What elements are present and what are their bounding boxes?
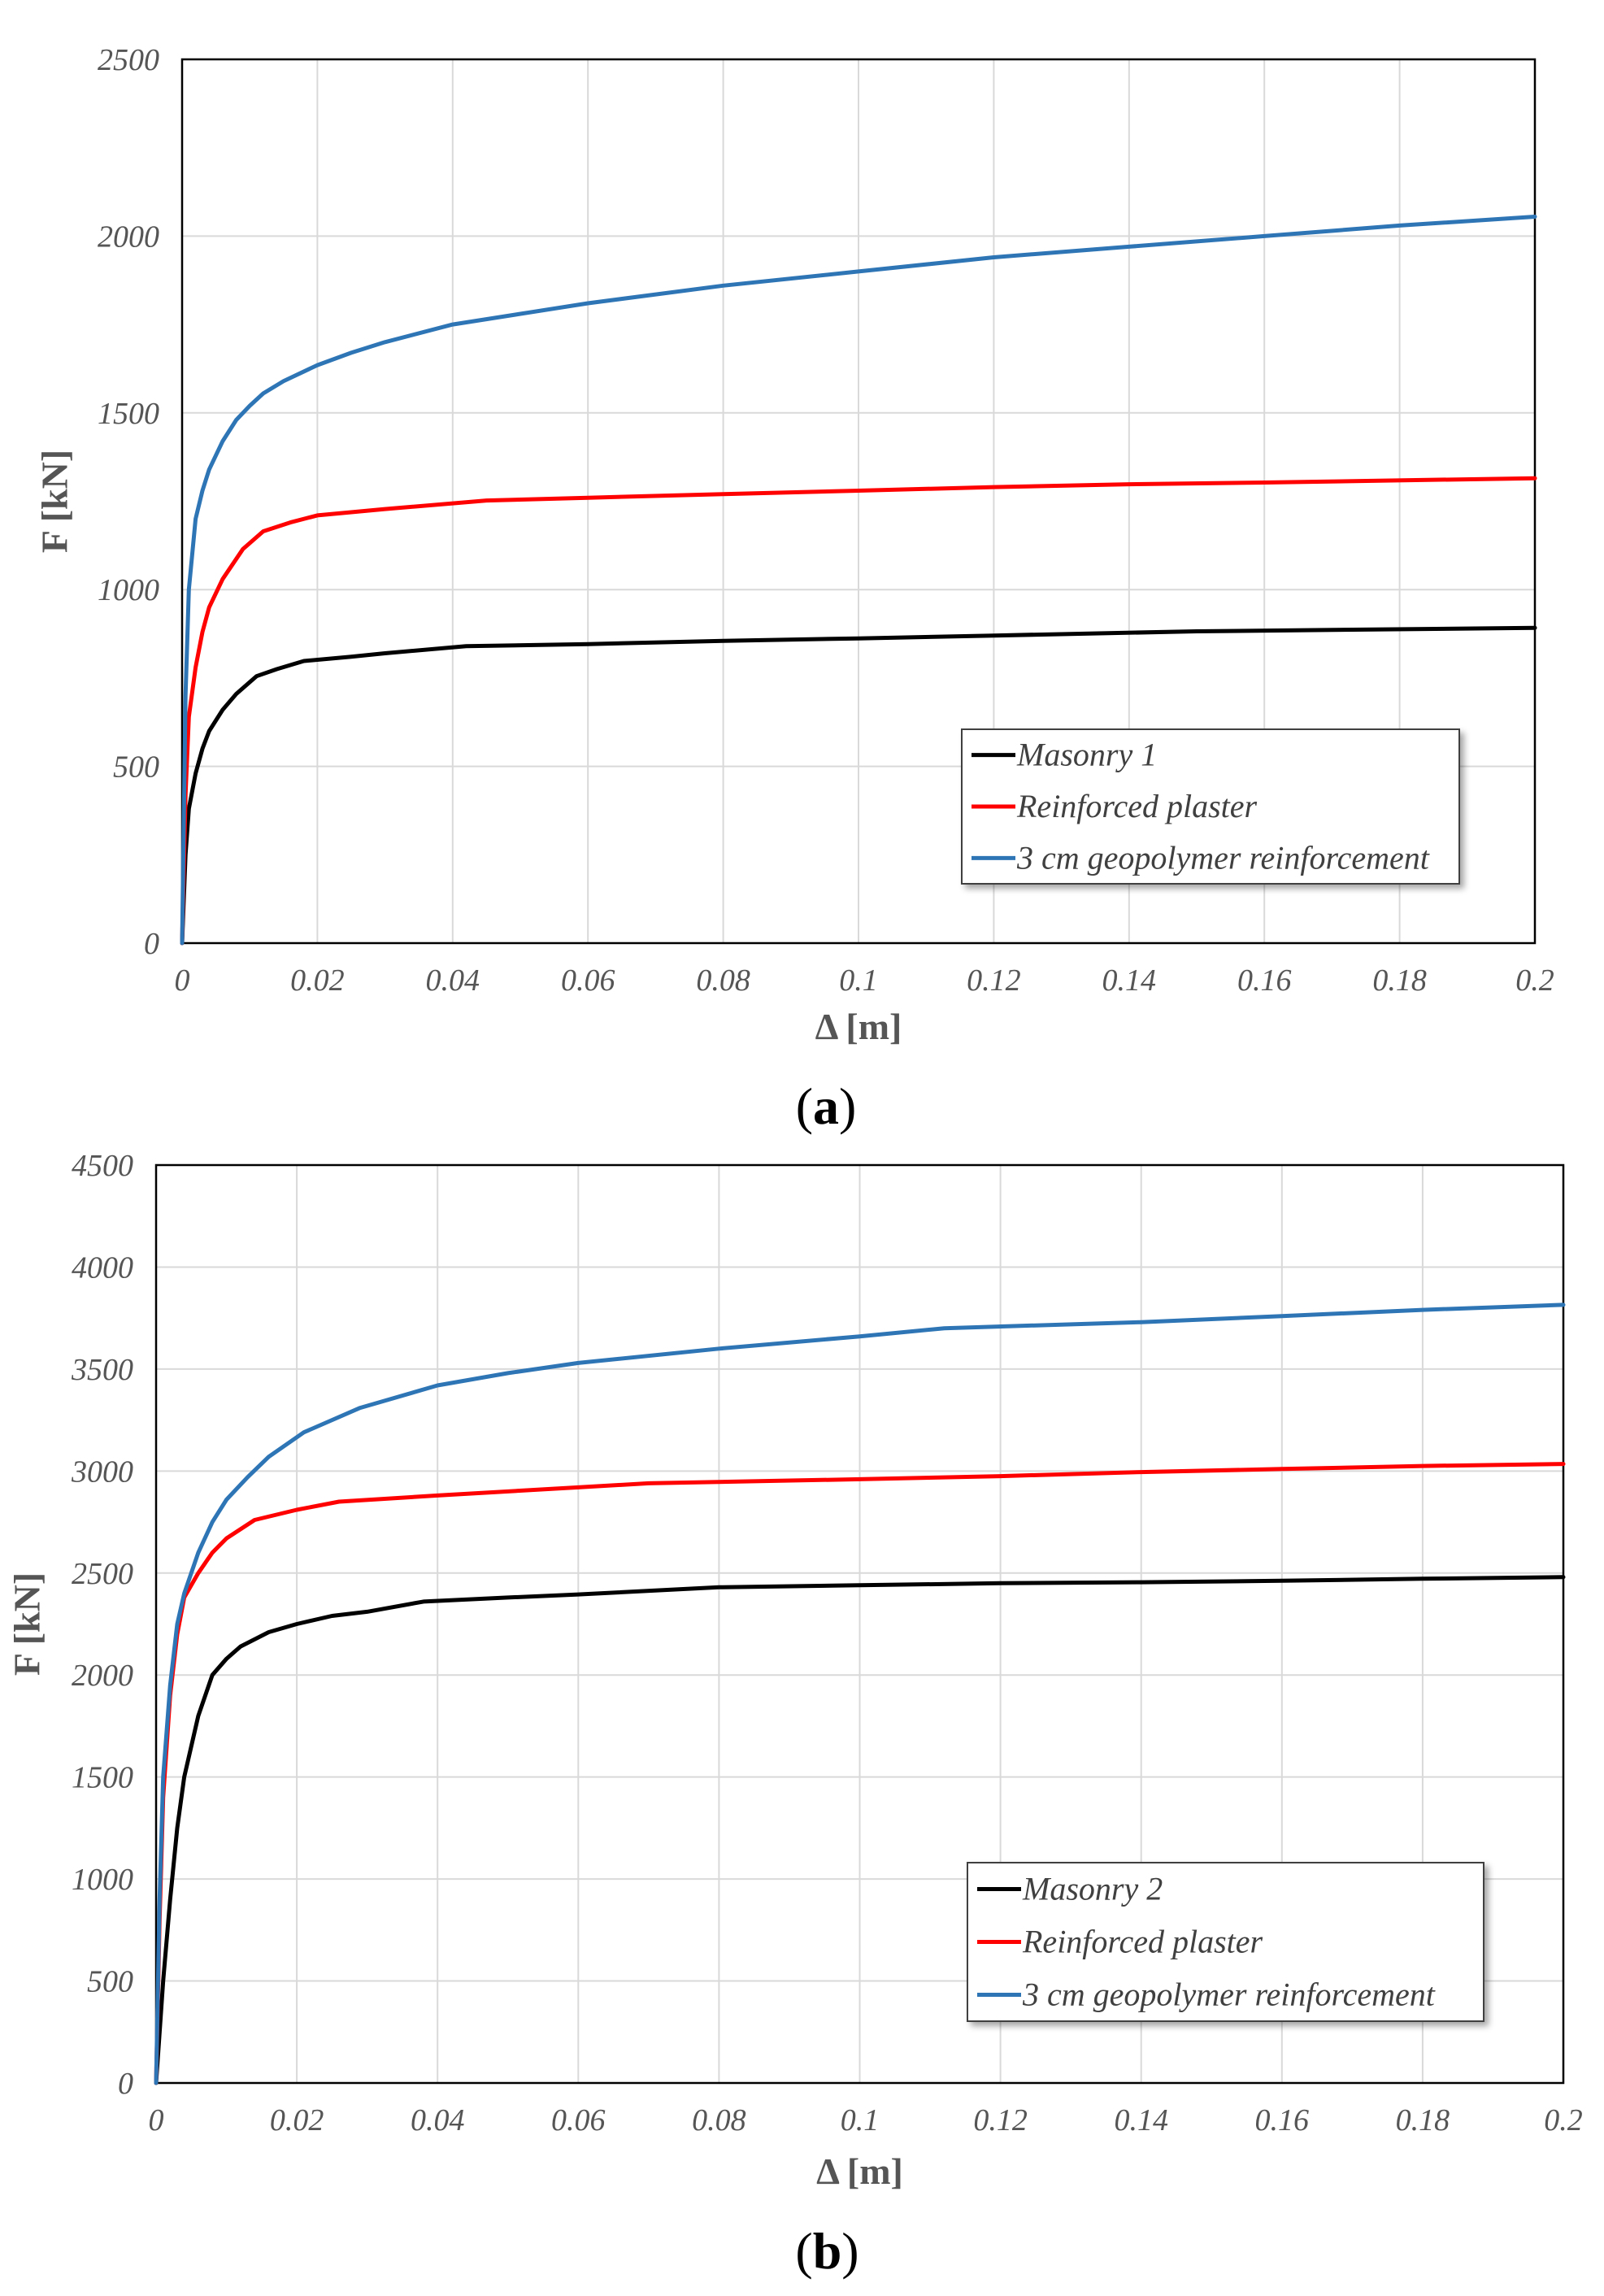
panel-label-letter: a [813, 1077, 839, 1135]
y-tick-label: 4000 [72, 1250, 133, 1285]
x-tick-label: 0.2 [1515, 963, 1554, 998]
y-tick-label: 1500 [72, 1761, 133, 1795]
x-tick-labels: 0 0.02 0.04 0.06 0.08 0.1 0.12 0.14 0.16 0.18 0.2 [175, 963, 1554, 998]
x-tick-label: 0.14 [1102, 963, 1157, 998]
legend-box [961, 728, 1460, 885]
legend-label: Masonry 2 [1022, 1871, 1163, 1907]
plot-frame [180, 58, 1537, 945]
series-line-3 [180, 215, 1537, 946]
y-tick-label: 2500 [72, 1557, 133, 1591]
x-tick-label: 0.02 [290, 963, 345, 998]
legend-label: 3 cm geopolymer reinforcement [1016, 839, 1430, 876]
x-tick-label: 0.1 [839, 963, 878, 998]
y-tick-labels: 0 500 1000 1500 2000 2500 3000 3500 4000 4500 [71, 1149, 133, 2101]
legend-label: 3 cm geopolymer reinforcement [1022, 1976, 1436, 2013]
x-tick-label: 0.14 [1114, 2103, 1168, 2137]
x-tick-label: 0.16 [1255, 2103, 1310, 2137]
y-tick-label: 3000 [71, 1455, 133, 1489]
y-tick-label: 1000 [72, 1863, 133, 1897]
y-tick-labels: 0 500 1000 1500 2000 2500 [98, 43, 159, 961]
y-tick-label: 500 [113, 750, 159, 785]
x-axis-title: Δ [m] [816, 2150, 903, 2192]
x-tick-label: 0 [175, 963, 190, 998]
x-tick-label: 0.18 [1396, 2103, 1450, 2137]
panel-label-letter: b [813, 2222, 842, 2280]
x-tick-label: 0 [149, 2103, 164, 2137]
x-tick-label: 0.12 [967, 963, 1021, 998]
x-tick-label: 0.08 [696, 963, 750, 998]
y-tick-label: 4500 [72, 1149, 133, 1183]
x-tick-labels: 0 0.02 0.04 0.06 0.08 0.1 0.12 0.14 0.16 0.18 0.2 [149, 2103, 1583, 2137]
x-tick-label: 0.04 [426, 963, 480, 998]
y-tick-label: 3500 [71, 1353, 133, 1387]
y-tick-label: 0 [144, 927, 159, 961]
series-line-1 [180, 625, 1537, 946]
x-tick-label: 0.1 [841, 2103, 880, 2137]
y-tick-label: 2500 [98, 43, 159, 77]
legend: Masonry 2 Reinforced plaster 3 cm geopolym… [967, 1862, 1484, 2022]
panel-label: (a) [796, 1077, 857, 1135]
x-tick-label: 0.16 [1237, 963, 1292, 998]
x-tick-label: 0.12 [973, 2103, 1028, 2137]
y-tick-label: 2000 [98, 220, 159, 254]
x-tick-label: 0.18 [1372, 963, 1427, 998]
y-tick-label: 500 [87, 1965, 133, 1999]
x-tick-label: 0.04 [411, 2103, 465, 2137]
x-tick-label: 0.2 [1544, 2103, 1583, 2137]
chart-panel-a: 0 500 1000 1500 2000 2500 0 0.02 0.04 0.06 0.08 0.… [34, 43, 1554, 1135]
panel-label: (b) [795, 2222, 859, 2280]
plot-frame [154, 1163, 1565, 2085]
legend-label: Reinforced plaster [1022, 1924, 1263, 1960]
chart-panel-b: 0 500 1000 1500 2000 2500 3000 3500 4000 4500 0 0.… [7, 1149, 1583, 2280]
legend-label: Masonry 1 [1016, 737, 1157, 773]
series-line-2 [180, 476, 1537, 946]
y-tick-label: 1000 [98, 573, 159, 607]
y-axis-title: F [kN] [34, 450, 76, 553]
series-line-1 [154, 1575, 1566, 2085]
series-layer [180, 215, 1537, 946]
x-tick-label: 0.06 [551, 2103, 606, 2137]
y-tick-label: 0 [118, 2067, 133, 2101]
legend-box [967, 1862, 1484, 2022]
x-axis-title: Δ [m] [815, 1006, 902, 1047]
series-layer [154, 1302, 1566, 2085]
y-tick-label: 1500 [98, 397, 159, 431]
series-line-3 [154, 1302, 1566, 2085]
x-tick-label: 0.08 [692, 2103, 746, 2137]
y-tick-label: 2000 [72, 1659, 133, 1693]
legend: Masonry 1 Reinforced plaster 3 cm geopolym… [961, 728, 1460, 885]
legend-label: Reinforced plaster [1016, 788, 1258, 824]
x-tick-label: 0.02 [270, 2103, 324, 2137]
x-tick-label: 0.06 [561, 963, 615, 998]
y-axis-title: F [kN] [7, 1572, 48, 1676]
